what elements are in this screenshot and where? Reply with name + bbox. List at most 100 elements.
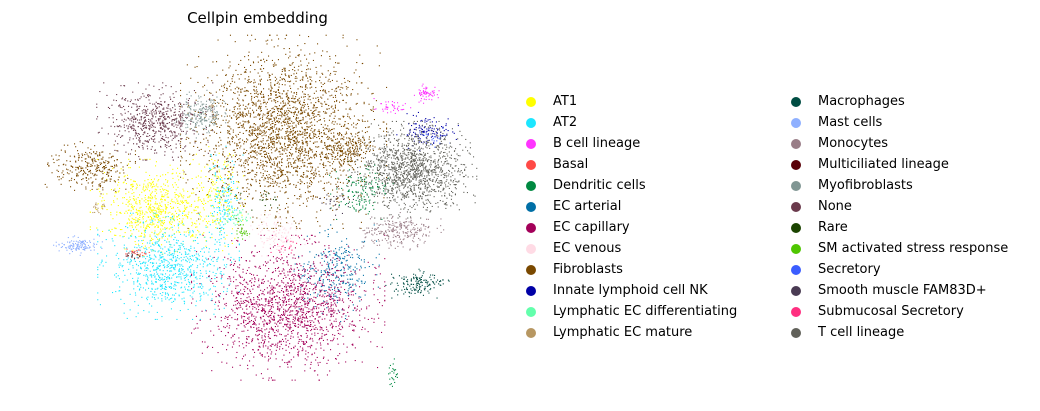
scatter-point [306,324,308,326]
scatter-point [212,219,214,221]
scatter-point [182,273,184,275]
scatter-point [131,193,133,195]
scatter-point [278,270,280,272]
scatter-point [342,327,344,329]
scatter-point [153,185,155,187]
scatter-point [221,274,223,276]
scatter-point [181,194,183,196]
scatter-point [315,81,317,83]
scatter-point [288,318,290,320]
scatter-point [110,212,112,214]
scatter-point [160,278,162,280]
scatter-point [270,118,272,120]
scatter-point [328,275,330,277]
scatter-point [302,311,304,313]
scatter-point [208,275,210,277]
scatter-point [211,121,213,123]
scatter-point [246,338,248,340]
scatter-point [223,214,225,216]
scatter-point [253,138,255,140]
scatter-point [97,269,99,271]
scatter-point [362,189,364,191]
scatter-point [226,317,228,319]
scatter-point [191,225,193,227]
scatter-point [254,69,256,71]
scatter-point [136,224,138,226]
scatter-point [103,199,105,201]
scatter-point [426,92,428,94]
scatter-point [347,290,349,292]
scatter-point [136,256,138,258]
scatter-point [431,99,433,101]
scatter-point [305,285,307,287]
scatter-point [325,254,327,256]
scatter-point [299,297,301,299]
scatter-point [301,314,303,316]
scatter-point [247,196,249,198]
scatter-point [293,290,295,292]
scatter-point [260,145,262,147]
scatter-point [178,214,180,216]
scatter-point [166,277,168,279]
scatter-point [298,318,300,320]
scatter-point [220,229,222,231]
scatter-point [130,188,132,190]
scatter-point [364,281,366,283]
scatter-point [247,293,249,295]
scatter-point [151,242,153,244]
scatter-point [290,310,292,312]
scatter-point [136,221,138,223]
scatter-point [224,303,226,305]
scatter-point [321,318,323,320]
scatter-point [195,206,197,208]
scatter-point [144,158,146,160]
scatter-point [149,199,151,201]
scatter-point [237,113,239,115]
scatter-point [281,232,283,234]
scatter-point [117,191,119,193]
scatter-point [240,293,242,295]
scatter-point [391,104,393,106]
scatter-point [178,295,180,297]
scatter-point [419,92,421,94]
scatter-point [255,324,257,326]
scatter-point [377,186,379,188]
scatter-point [223,236,225,238]
scatter-point [161,201,163,203]
scatter-point [228,218,230,220]
scatter-point [284,247,286,249]
scatter-point [245,305,247,307]
scatter-point [197,200,199,202]
scatter-point [315,308,317,310]
scatter-point [237,293,239,295]
scatter-point [432,95,434,97]
scatter-point [129,263,131,265]
scatter-point [161,285,163,287]
scatter-point [322,282,324,284]
scatter-point [263,281,265,283]
scatter-point [328,286,330,288]
scatter-point [324,91,326,93]
scatter-point [141,210,143,212]
scatter-point [309,83,311,85]
scatter-point [257,127,259,129]
scatter-point [264,261,266,263]
scatter-point [430,92,432,94]
scatter-point [182,188,184,190]
scatter-point [303,288,305,290]
scatter-point [279,251,281,253]
scatter-point [254,150,256,152]
scatter-point [290,128,292,130]
scatter-point [376,274,378,276]
scatter-point [259,185,261,187]
scatter-point [321,335,323,337]
scatter-point [294,263,296,265]
scatter-point [347,295,349,297]
scatter-point [321,328,323,330]
scatter-point [155,256,157,258]
scatter-point [240,197,242,199]
series-ec-capillary [191,234,386,381]
scatter-point [344,248,346,250]
scatter-point [271,351,273,353]
scatter-point [208,195,210,197]
